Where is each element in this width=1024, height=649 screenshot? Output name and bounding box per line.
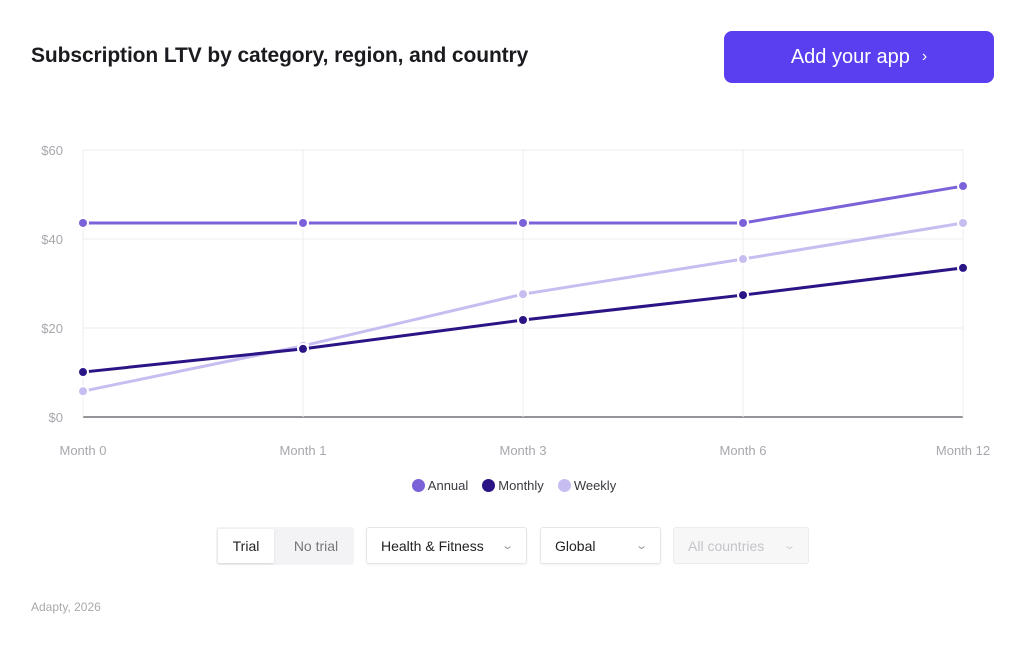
- data-point[interactable]: [79, 387, 87, 396]
- legend-label: Monthly: [498, 478, 544, 493]
- region-select[interactable]: Global ⌄: [540, 527, 661, 564]
- data-point[interactable]: [959, 218, 967, 227]
- data-point[interactable]: [519, 218, 527, 227]
- y-tick-label: $40: [41, 232, 63, 247]
- filters-bar: Trial No trial Health & Fitness ⌄ Global…: [0, 527, 1024, 566]
- chevron-down-icon: ⌄: [782, 540, 796, 552]
- data-point[interactable]: [299, 344, 307, 353]
- y-tick-label: $20: [41, 321, 63, 336]
- footer-credit: Adapty, 2026: [31, 600, 101, 614]
- x-tick-label: Month 6: [720, 443, 767, 458]
- chart-series: [77, 180, 969, 398]
- page-title: Subscription LTV by category, region, an…: [31, 44, 529, 67]
- x-tick-label: Month 0: [60, 443, 107, 458]
- legend-dot-icon: [482, 479, 496, 492]
- ltv-line-chart: $0 $20 $40 $60 Month 0 Month 1 Month 3 Month 6…: [41, 143, 991, 458]
- region-value: Global: [555, 537, 596, 554]
- chevron-right-icon: ›: [921, 48, 928, 65]
- data-point[interactable]: [739, 255, 747, 264]
- trial-toggle[interactable]: Trial No trial: [216, 527, 354, 565]
- country-select[interactable]: All countries ⌄: [673, 527, 809, 564]
- legend-label: Annual: [427, 478, 469, 493]
- data-point[interactable]: [959, 182, 967, 191]
- chart-legend: Annual Monthly Weekly: [0, 478, 1024, 493]
- legend-dot-icon: [557, 479, 571, 492]
- data-point[interactable]: [739, 218, 747, 227]
- chart-grid: [82, 149, 964, 418]
- category-select[interactable]: Health & Fitness ⌄: [366, 527, 527, 564]
- legend-dot-icon: [411, 479, 425, 492]
- no-trial-option[interactable]: No trial: [293, 538, 339, 554]
- data-point[interactable]: [959, 263, 967, 272]
- add-your-app-label: Add your app: [790, 45, 910, 68]
- legend-item-annual[interactable]: Annual: [411, 478, 469, 493]
- category-value: Health & Fitness: [381, 537, 484, 554]
- legend-item-monthly[interactable]: Monthly: [482, 478, 544, 493]
- x-axis-ticks: Month 0 Month 1 Month 3 Month 6 Month 12: [60, 443, 991, 458]
- x-tick-label: Month 12: [936, 443, 990, 458]
- chevron-down-icon: ⌄: [634, 540, 648, 552]
- data-point[interactable]: [79, 368, 87, 377]
- legend-label: Weekly: [573, 478, 617, 493]
- data-point[interactable]: [519, 290, 527, 299]
- y-tick-label: $60: [41, 143, 63, 158]
- data-point[interactable]: [739, 291, 747, 300]
- trial-option[interactable]: Trial: [218, 529, 274, 563]
- y-tick-label: $0: [49, 410, 63, 425]
- x-tick-label: Month 3: [500, 443, 547, 458]
- country-value: All countries: [688, 537, 765, 554]
- x-tick-label: Month 1: [280, 443, 327, 458]
- add-your-app-button[interactable]: Add your app ›: [724, 31, 994, 83]
- y-axis-ticks: $0 $20 $40 $60: [41, 143, 63, 425]
- chevron-down-icon: ⌄: [500, 540, 514, 552]
- data-point[interactable]: [79, 218, 87, 227]
- data-point[interactable]: [299, 218, 307, 227]
- legend-item-weekly[interactable]: Weekly: [557, 478, 617, 493]
- data-point[interactable]: [519, 315, 527, 324]
